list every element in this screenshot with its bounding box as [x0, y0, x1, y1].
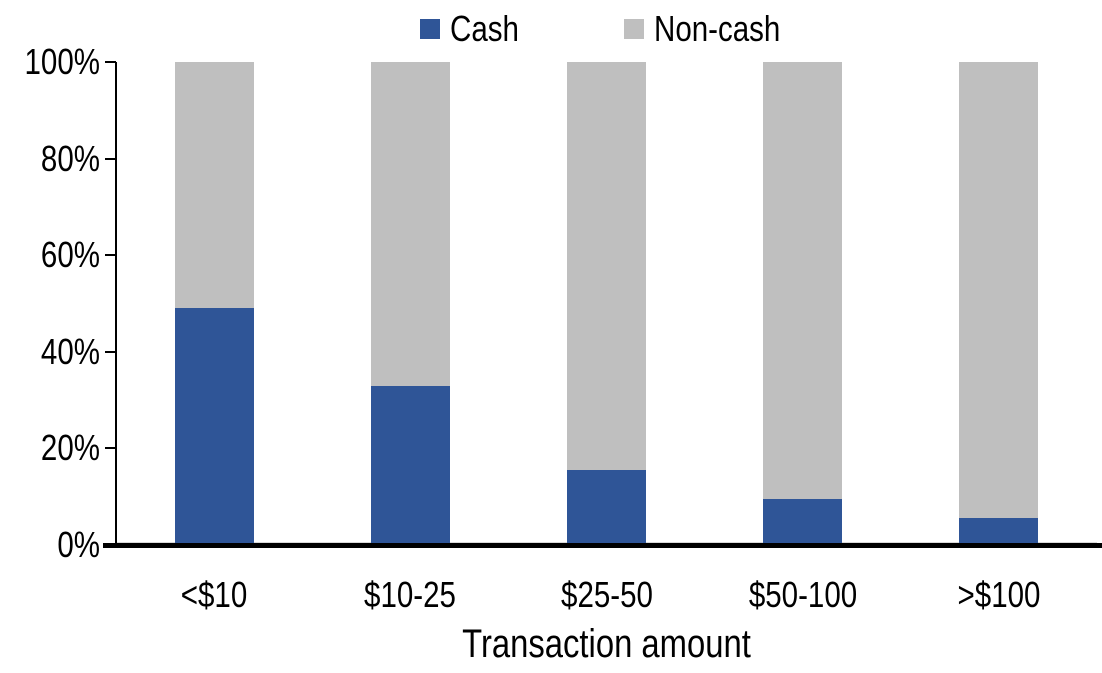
- bar-segment-non-cash: [763, 62, 843, 500]
- y-tick-mark: [105, 350, 116, 353]
- x-category-label: $10-25: [364, 574, 457, 615]
- y-tick-mark: [105, 157, 116, 160]
- y-tick-label: 20%: [40, 427, 100, 469]
- legend-label: Cash: [450, 8, 519, 49]
- legend-item-cash: Cash: [420, 8, 534, 49]
- x-axis-line: [103, 543, 1102, 548]
- y-tick-label: 100%: [24, 41, 100, 82]
- y-tick-mark: [105, 254, 116, 257]
- y-tick-mark: [105, 61, 116, 63]
- x-category-label: $50-100: [748, 574, 857, 615]
- y-axis-line: [115, 62, 117, 545]
- bar-segment-non-cash: [567, 62, 646, 471]
- legend-swatch-non-cash-icon: [624, 19, 644, 39]
- y-tick-label: 80%: [40, 137, 100, 179]
- y-tick-label: 60%: [40, 234, 100, 276]
- legend-label: Non-cash: [654, 8, 781, 49]
- bar-segment-non-cash: [959, 62, 1039, 519]
- legend-swatch-cash-icon: [420, 19, 440, 39]
- bar-segment-non-cash: [370, 62, 450, 386]
- x-category-label: <$10: [180, 574, 248, 615]
- x-axis-title: Transaction amount: [462, 622, 751, 666]
- bar-segment-cash: [959, 518, 1039, 545]
- y-tick-label: 0%: [57, 524, 100, 565]
- bar-segment-cash: [174, 308, 254, 545]
- x-category-label: $25-50: [560, 574, 653, 615]
- y-tick-label: 40%: [40, 330, 100, 372]
- bar-segment-cash: [567, 470, 646, 545]
- y-tick-mark: [105, 447, 116, 450]
- x-category-label: >$100: [957, 574, 1041, 615]
- bar-segment-non-cash: [174, 62, 254, 309]
- bar-segment-cash: [763, 499, 843, 545]
- bar-segment-cash: [370, 385, 450, 545]
- legend-item-non-cash: Non-cash: [624, 8, 808, 49]
